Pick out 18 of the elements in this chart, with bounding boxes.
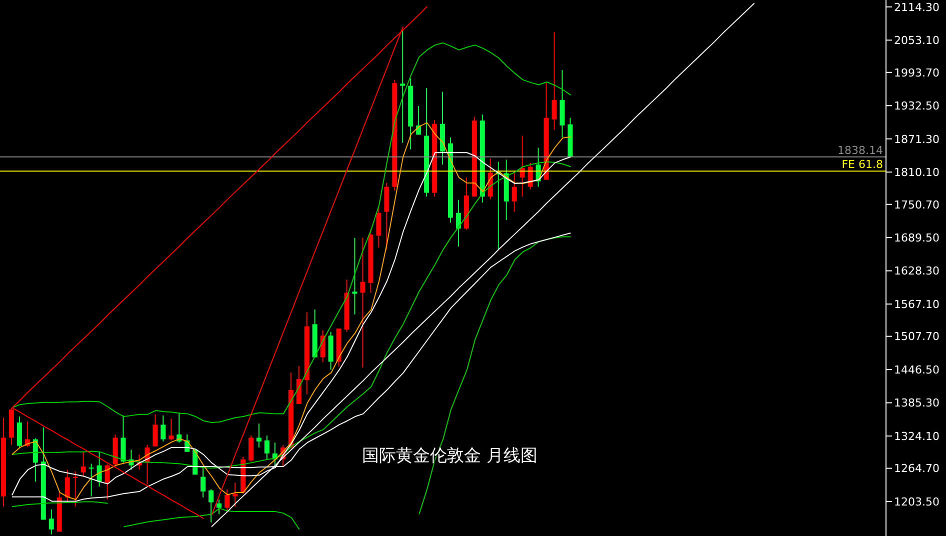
y-tick-label: 1264.70 bbox=[894, 462, 940, 476]
y-tick-label: 1446.50 bbox=[894, 363, 940, 376]
y-tick-label: 1203.50 bbox=[894, 495, 940, 508]
y-tick-label: 1993.70 bbox=[894, 66, 940, 80]
y-tick-label: 1932.50 bbox=[894, 100, 940, 113]
y-tick-label: 1810.10 bbox=[894, 166, 940, 179]
y-tick-label: 1750.70 bbox=[894, 198, 940, 212]
y-tick-label: 1385.30 bbox=[894, 396, 940, 410]
y-tick-label: 1507.70 bbox=[894, 330, 940, 344]
y-tick-label: 1324.10 bbox=[894, 430, 940, 443]
y-tick-label: 2053.10 bbox=[894, 34, 940, 48]
ref-line-label: FE 61.8 bbox=[842, 158, 883, 172]
y-tick-label: 1567.10 bbox=[894, 298, 940, 311]
y-tick-label: 1628.30 bbox=[894, 264, 940, 278]
ref-line-label: 1838.14 bbox=[838, 144, 883, 157]
y-tick-label: 1871.30 bbox=[894, 132, 940, 146]
y-tick-label: 2114.30 bbox=[894, 0, 940, 14]
y-tick-label: 1689.50 bbox=[894, 231, 940, 244]
